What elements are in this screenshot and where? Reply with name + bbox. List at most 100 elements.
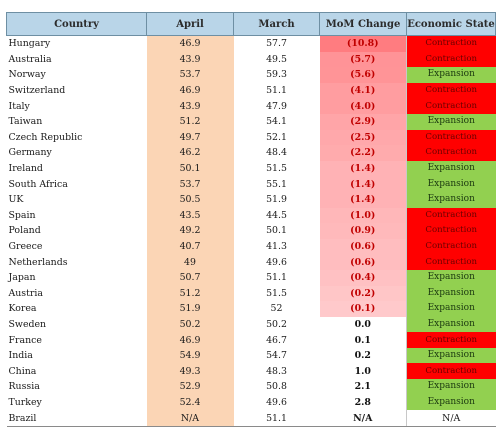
economic-state-cell: Contraction — [406, 35, 496, 52]
economic-state-cell: Expansion — [406, 347, 496, 364]
economic-state-cell: Expansion — [406, 160, 496, 177]
economic-state-cell: Contraction — [406, 98, 496, 114]
april-cell: 52.4 — [146, 394, 234, 411]
mom-change-cell: (2.2) — [319, 145, 407, 161]
mom-change-cell: (2.5) — [319, 129, 407, 146]
country-cell: Netherlands — [8, 256, 68, 268]
march-cell: 51.1 — [266, 85, 287, 97]
mom-change-cell: 1.0 — [354, 365, 371, 377]
table-row: Greece 40.7 41.3 (0.6) Contraction — [7, 238, 496, 255]
march-cell: 41.3 — [266, 241, 287, 253]
april-cell: 53.7 — [146, 67, 234, 83]
april-cell: 51.2 — [146, 285, 234, 302]
country-cell: Russia — [8, 381, 40, 393]
mom-change-cell: (1.4) — [319, 176, 407, 192]
economic-state-cell: Contraction — [406, 254, 496, 270]
economic-state-cell: Contraction — [406, 363, 496, 380]
march-cell: 49.6 — [266, 256, 287, 268]
march-cell: 51.5 — [266, 287, 287, 299]
header-economic-state: Economic State — [406, 12, 496, 36]
country-cell: Norway — [8, 69, 46, 81]
mom-change-cell: (2.9) — [319, 113, 407, 130]
mom-change-cell: (10.8) — [319, 35, 407, 52]
country-cell: Czech Republic — [8, 131, 83, 143]
table-row: Turkey 52.4 49.6 2.8 Expansion — [7, 394, 496, 411]
april-cell: 49.2 — [146, 223, 234, 239]
mom-change-cell: (5.7) — [319, 51, 407, 68]
table-header: Country April March MoM Change Economic … — [6, 12, 496, 36]
table-row: Netherlands 49 49.6 (0.6) Contraction — [7, 254, 496, 270]
march-cell: 49.6 — [266, 396, 287, 408]
header-april: April — [146, 12, 234, 36]
mom-change-cell: N/A — [319, 410, 407, 427]
economic-state-cell: Contraction — [406, 51, 496, 68]
table-row: Taiwan 51.2 54.1 (2.9) Expansion — [7, 113, 496, 130]
april-cell: 50.7 — [146, 269, 234, 286]
april-cell: 43.9 — [146, 98, 234, 114]
march-cell: 48.3 — [266, 365, 287, 377]
country-cell: Ireland — [8, 163, 43, 175]
economic-state-cell: Contraction — [406, 129, 496, 146]
march-cell: 50.8 — [266, 381, 287, 393]
table-body: Hungary 46.9 57.7 (10.8) Contraction Australi… — [6, 35, 496, 427]
april-cell: 46.9 — [146, 332, 234, 348]
mom-change-cell: (0.9) — [319, 223, 407, 239]
april-cell: 52.9 — [146, 379, 234, 395]
march-cell: 59.3 — [266, 69, 287, 81]
april-cell: N/A — [146, 410, 234, 427]
march-cell: 48.4 — [266, 147, 287, 159]
economic-state-cell: Expansion — [406, 316, 496, 333]
march-cell: 51.1 — [266, 272, 287, 284]
march-cell: 54.1 — [266, 116, 287, 128]
country-cell: India — [8, 350, 33, 362]
country-cell: Austria — [8, 287, 43, 299]
country-cell: Brazil — [6, 410, 147, 427]
mom-change-cell: (0.1) — [319, 301, 407, 317]
mom-change-cell: 0.1 — [354, 334, 371, 346]
header-mom-change: MoM Change — [319, 12, 407, 36]
country-cell: China — [8, 365, 37, 377]
march-cell: 47.9 — [266, 100, 287, 112]
economic-state-cell: Contraction — [406, 332, 496, 348]
mom-change-cell: (5.6) — [319, 67, 407, 83]
table-row: China 49.3 48.3 1.0 Contraction — [7, 363, 496, 380]
economic-state-cell: Expansion — [406, 285, 496, 302]
country-cell: Hungary — [8, 38, 51, 50]
country-cell: Turkey — [8, 396, 42, 408]
march-cell: 50.1 — [266, 225, 287, 237]
table-row: Australia 43.9 49.5 (5.7) Contraction — [7, 51, 496, 68]
april-cell: 49 — [146, 254, 234, 270]
march-cell: 51.1 — [233, 410, 320, 427]
mom-change-cell: (0.6) — [319, 254, 407, 270]
economic-state-cell: Expansion — [406, 176, 496, 192]
header-march: March — [233, 12, 320, 36]
country-cell: Spain — [8, 209, 36, 221]
march-cell: 54.7 — [266, 350, 287, 362]
economic-state-cell: Expansion — [406, 301, 496, 317]
economic-state-cell: Expansion — [406, 379, 496, 395]
mom-change-cell: 0.2 — [354, 350, 371, 362]
country-cell: Taiwan — [8, 116, 43, 128]
april-cell: 49.3 — [146, 363, 234, 380]
april-cell: 49.7 — [146, 129, 234, 146]
table-row: Russia 52.9 50.8 2.1 Expansion — [7, 379, 496, 395]
mom-change-cell: (1.4) — [319, 191, 407, 208]
economic-state-cell: Contraction — [406, 145, 496, 161]
country-cell: France — [8, 334, 42, 346]
table-row: UK 50.5 51.9 (1.4) Expansion — [7, 191, 496, 208]
mom-change-cell: (1.0) — [319, 207, 407, 224]
table-row: Ireland 50.1 51.5 (1.4) Expansion — [7, 160, 496, 177]
march-cell: 52 — [270, 303, 283, 315]
table-row: Brazil N/A 51.1 N/A N/A — [6, 410, 496, 427]
april-cell: 54.9 — [146, 347, 234, 364]
mom-change-cell: (0.6) — [319, 238, 407, 255]
mom-change-cell: 2.1 — [354, 381, 371, 393]
header-row: Country April March MoM Change Economic … — [6, 12, 496, 36]
april-cell: 51.9 — [146, 301, 234, 317]
table-row: Switzerland 46.9 51.1 (4.1) Contraction — [7, 82, 496, 99]
table-row: France 46.9 46.7 0.1 Contraction — [7, 332, 496, 348]
april-cell: 46.9 — [146, 82, 234, 99]
country-cell: Italy — [8, 100, 30, 112]
april-cell: 46.9 — [146, 35, 234, 52]
table-row: Poland 49.2 50.1 (0.9) Contraction — [7, 223, 496, 239]
